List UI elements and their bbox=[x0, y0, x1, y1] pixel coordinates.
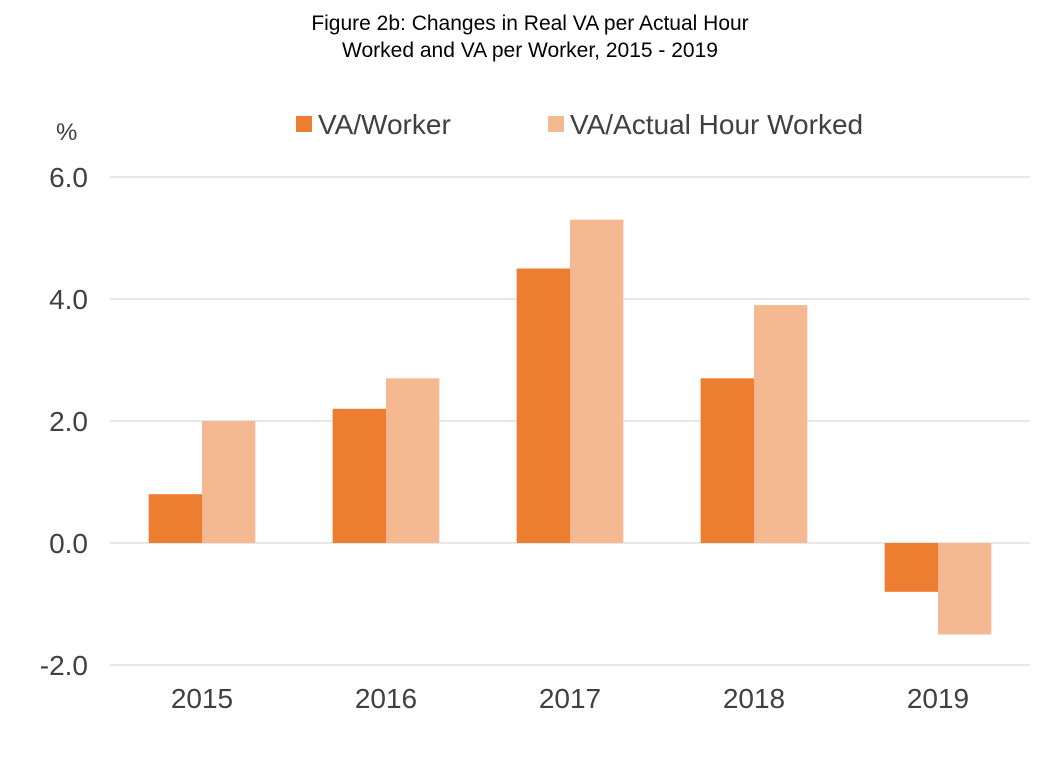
bar bbox=[516, 268, 570, 543]
y-axis-tick-labels: 6.0 4.0 2.0 0.0 -2.0 bbox=[40, 162, 88, 681]
chart-title-line-2: Worked and VA per Worker, 2015 - 2019 bbox=[342, 39, 718, 62]
bar bbox=[332, 408, 386, 543]
bar bbox=[386, 378, 440, 543]
y-tick-label: 0.0 bbox=[49, 528, 88, 559]
x-tick-label: 2017 bbox=[539, 683, 601, 714]
chart-title-line-1: Figure 2b: Changes in Real VA per Actual… bbox=[311, 12, 749, 35]
y-tick-label: 4.0 bbox=[49, 284, 88, 315]
y-tick-label: 6.0 bbox=[49, 162, 88, 193]
bars bbox=[148, 219, 992, 635]
legend-swatch-va-worker bbox=[296, 116, 312, 132]
legend-label-va-worker: VA/Worker bbox=[318, 109, 451, 140]
legend-swatch-va-actual-hour bbox=[548, 116, 564, 132]
bar bbox=[570, 219, 624, 543]
x-tick-label: 2016 bbox=[355, 683, 417, 714]
bar bbox=[202, 421, 256, 543]
bar bbox=[938, 543, 992, 635]
bar bbox=[148, 494, 202, 543]
bar bbox=[884, 543, 938, 592]
bar bbox=[754, 305, 808, 543]
x-tick-label: 2015 bbox=[171, 683, 233, 714]
x-axis-tick-labels: 2015 2016 2017 2018 2019 bbox=[171, 683, 969, 714]
y-tick-label: 2.0 bbox=[49, 406, 88, 437]
chart-title: Figure 2b: Changes in Real VA per Actual… bbox=[0, 10, 1060, 64]
legend: VA/Worker VA/Actual Hour Worked bbox=[296, 109, 863, 140]
y-axis-unit-label: % bbox=[56, 119, 77, 146]
legend-label-va-actual-hour: VA/Actual Hour Worked bbox=[570, 109, 863, 140]
x-tick-label: 2018 bbox=[723, 683, 785, 714]
y-tick-label: -2.0 bbox=[40, 650, 88, 681]
x-tick-label: 2019 bbox=[907, 683, 969, 714]
bar bbox=[700, 378, 754, 543]
